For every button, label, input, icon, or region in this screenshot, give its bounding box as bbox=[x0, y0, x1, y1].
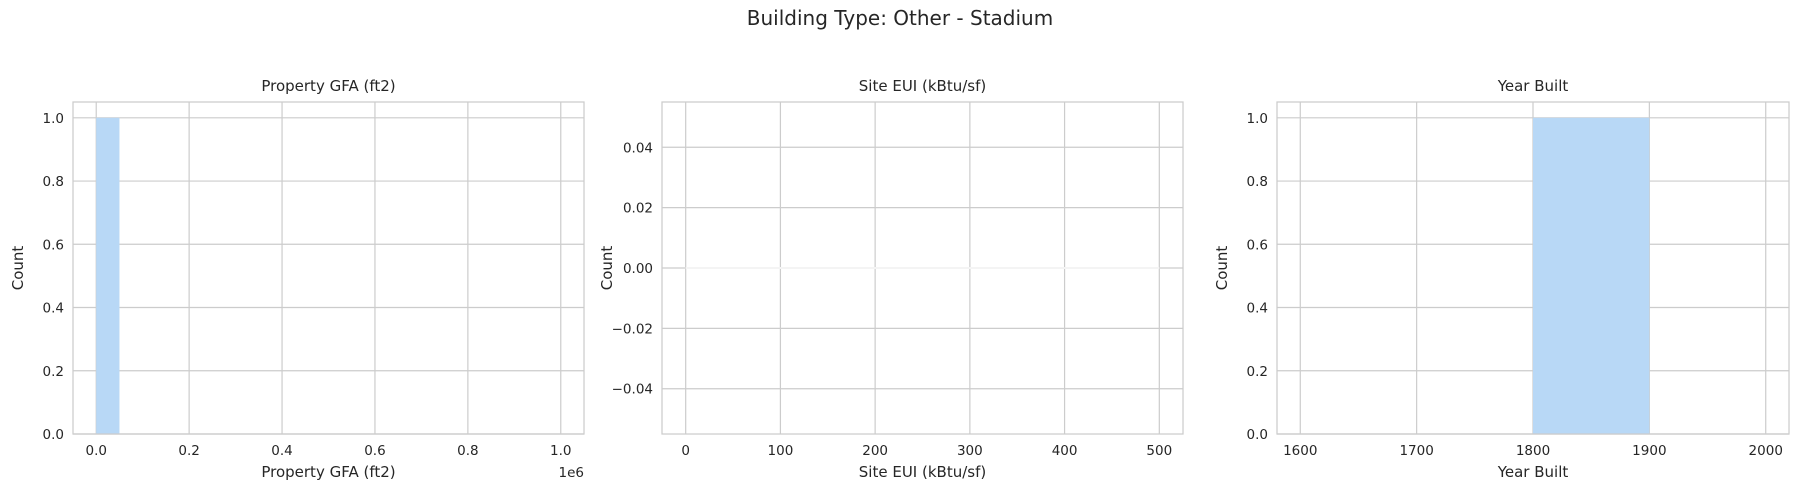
x-tick-label: 0.0 bbox=[85, 443, 106, 459]
y-tick-label: 0.04 bbox=[623, 140, 653, 156]
y-tick-label: 0.4 bbox=[1247, 301, 1268, 317]
axes-frame bbox=[661, 101, 1184, 435]
figure-title: Building Type: Other - Stadium bbox=[747, 6, 1053, 30]
x-tick-label: 1900 bbox=[1632, 443, 1666, 459]
x-tick-label: 1.0 bbox=[550, 443, 571, 459]
subplot-title: Year Built bbox=[1497, 77, 1569, 95]
x-tick-label: 0.8 bbox=[457, 443, 478, 459]
x-tick-label: 1700 bbox=[1399, 443, 1433, 459]
y-axis-label: Count bbox=[1213, 246, 1231, 291]
x-tick-label: 1800 bbox=[1516, 443, 1550, 459]
x-offset-label: 1e6 bbox=[559, 465, 584, 481]
subplot-title: Property GFA (ft2) bbox=[261, 77, 395, 95]
y-axis-label: Count bbox=[598, 246, 616, 291]
axes-frame bbox=[1276, 101, 1790, 435]
y-tick-label: 0.2 bbox=[1247, 364, 1268, 380]
axes-frame bbox=[72, 101, 585, 435]
x-tick-label: 0.4 bbox=[271, 443, 292, 459]
y-tick-label: 0.8 bbox=[43, 174, 64, 190]
x-axis-label: Year Built bbox=[1497, 463, 1569, 481]
histogram-bar bbox=[96, 117, 120, 435]
histogram-bar bbox=[1533, 117, 1650, 435]
x-axis-label: Property GFA (ft2) bbox=[261, 463, 395, 481]
x-axis-label: Site EUI (kBtu/sf) bbox=[859, 463, 986, 481]
x-tick-label: 200 bbox=[862, 443, 888, 459]
y-tick-label: 1.0 bbox=[43, 111, 64, 127]
subplot-title: Site EUI (kBtu/sf) bbox=[859, 77, 986, 95]
y-axis-label: Count bbox=[9, 246, 27, 291]
x-tick-label: 100 bbox=[768, 443, 794, 459]
x-tick-label: 400 bbox=[1052, 443, 1078, 459]
y-tick-label: 0.2 bbox=[43, 364, 64, 380]
x-tick-label: 0.2 bbox=[178, 443, 199, 459]
subplot-3: 1600 1700 1800 1900 2000 0.0 0.2 0.4 0.6 0.8 1.0 Ye… bbox=[1213, 77, 1790, 481]
y-tick-label: −0.02 bbox=[612, 321, 653, 337]
y-tick-label: 1.0 bbox=[1247, 111, 1268, 127]
x-tick-label: 500 bbox=[1146, 443, 1172, 459]
y-tick-label: 0.8 bbox=[1247, 174, 1268, 190]
plot-area bbox=[73, 102, 584, 434]
y-tick-label: −0.04 bbox=[612, 382, 653, 398]
subplot-1: 0.0 0.2 0.4 0.6 0.8 1.0 0.0 0.2 0.4 0.6 0.8 1.0 Prop… bbox=[9, 77, 585, 481]
y-tick-label: 0.02 bbox=[623, 201, 653, 217]
x-tick-label: 300 bbox=[957, 443, 983, 459]
x-tick-label: 2000 bbox=[1749, 443, 1783, 459]
y-tick-label: 0.4 bbox=[43, 301, 64, 317]
y-tick-label: 0.00 bbox=[623, 261, 653, 277]
y-tick-label: 0.0 bbox=[1247, 427, 1268, 443]
x-tick-label: 0.6 bbox=[364, 443, 385, 459]
x-tick-label: 1600 bbox=[1283, 443, 1317, 459]
y-tick-label: 0.0 bbox=[43, 427, 64, 443]
subplot-2: 0 100 200 300 400 500 −0.04 −0.02 0.00 0.02 0.04 Si… bbox=[598, 77, 1184, 481]
panels: 0.0 0.2 0.4 0.6 0.8 1.0 0.0 0.2 0.4 0.6 0.8 1.0 Prop… bbox=[9, 77, 1790, 481]
x-tick-label: 0 bbox=[681, 443, 690, 459]
y-tick-label: 0.6 bbox=[43, 237, 64, 253]
y-tick-label: 0.6 bbox=[1247, 237, 1268, 253]
